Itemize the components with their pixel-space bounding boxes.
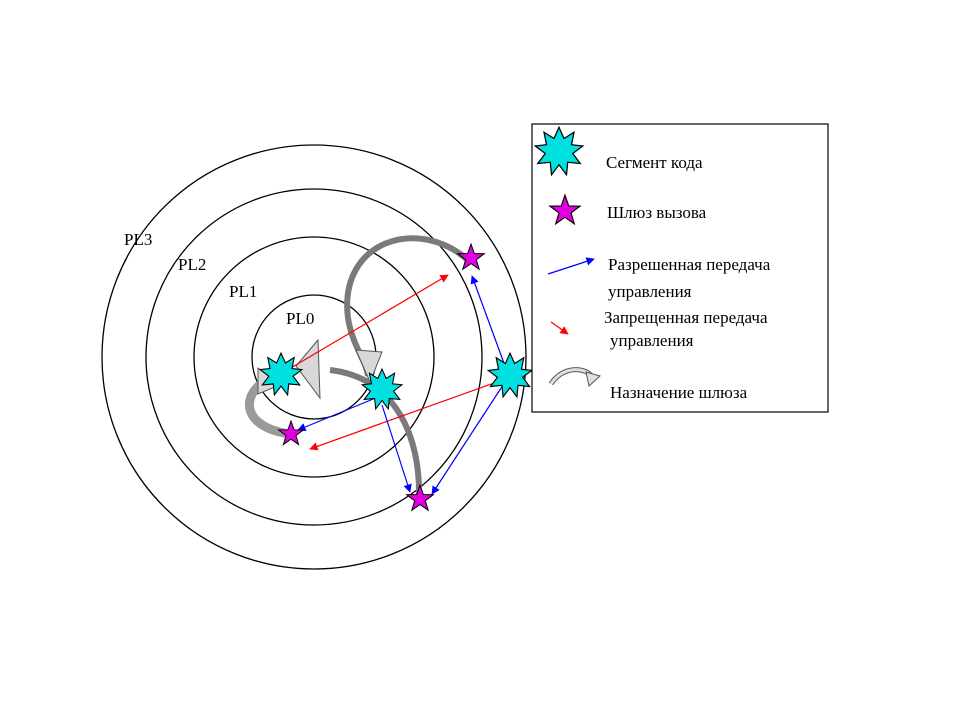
ring-label-pl3: PL3 bbox=[124, 230, 152, 249]
blue-arrow-icon bbox=[547, 257, 595, 275]
forbidden-arrow-to-top-gate bbox=[283, 274, 449, 373]
ring-label-pl1: PL1 bbox=[229, 282, 257, 301]
code-segment-pl3 bbox=[487, 352, 533, 398]
legend-gate-assignment-label: Назначение шлюза bbox=[610, 383, 748, 402]
call-gate-pl2-top bbox=[457, 243, 485, 270]
gate-arrow-top-head bbox=[355, 349, 383, 384]
ring-label-pl2: PL2 bbox=[178, 255, 206, 274]
gray-curved-arrow-icon bbox=[548, 367, 602, 387]
call-gate-pl1-inner bbox=[278, 420, 304, 446]
ring-pl2 bbox=[145, 188, 483, 526]
legend-call-gate-label: Шлюз вызова bbox=[607, 203, 707, 222]
allowed-arrow-right-to-top-gate bbox=[470, 275, 506, 367]
gate-arrow-bottom bbox=[329, 367, 423, 497]
allowed-arrow-right-to-bottom-gate bbox=[431, 381, 506, 495]
legend-box bbox=[531, 123, 829, 413]
ring-pl3 bbox=[101, 144, 527, 570]
forbidden-arrow-to-inner-gate bbox=[309, 377, 509, 451]
ring-label-pl0: PL0 bbox=[286, 309, 314, 328]
ring-pl1 bbox=[193, 236, 435, 478]
allowed-transfers bbox=[297, 275, 506, 495]
red-arrow-icon bbox=[550, 321, 569, 335]
legend-forbidden-label-line2: управления bbox=[610, 331, 694, 350]
legend-allowed-label-line1: Разрешенная передача bbox=[608, 255, 771, 274]
legend-forbidden-label-line1: Запрещенная передача bbox=[604, 308, 768, 327]
allowed-arrow-to-inner-gate bbox=[297, 396, 379, 431]
legend: Сегмент кода Шлюз вызова Разрешенная пер… bbox=[531, 123, 829, 413]
forbidden-transfers bbox=[283, 274, 509, 451]
call-gate-pl2-bottom bbox=[406, 484, 434, 511]
legend-code-segment-label: Сегмент кода bbox=[606, 153, 703, 172]
legend-allowed-label-line2: управления bbox=[608, 282, 692, 301]
allowed-arrow-to-bottom-gate bbox=[381, 404, 412, 493]
